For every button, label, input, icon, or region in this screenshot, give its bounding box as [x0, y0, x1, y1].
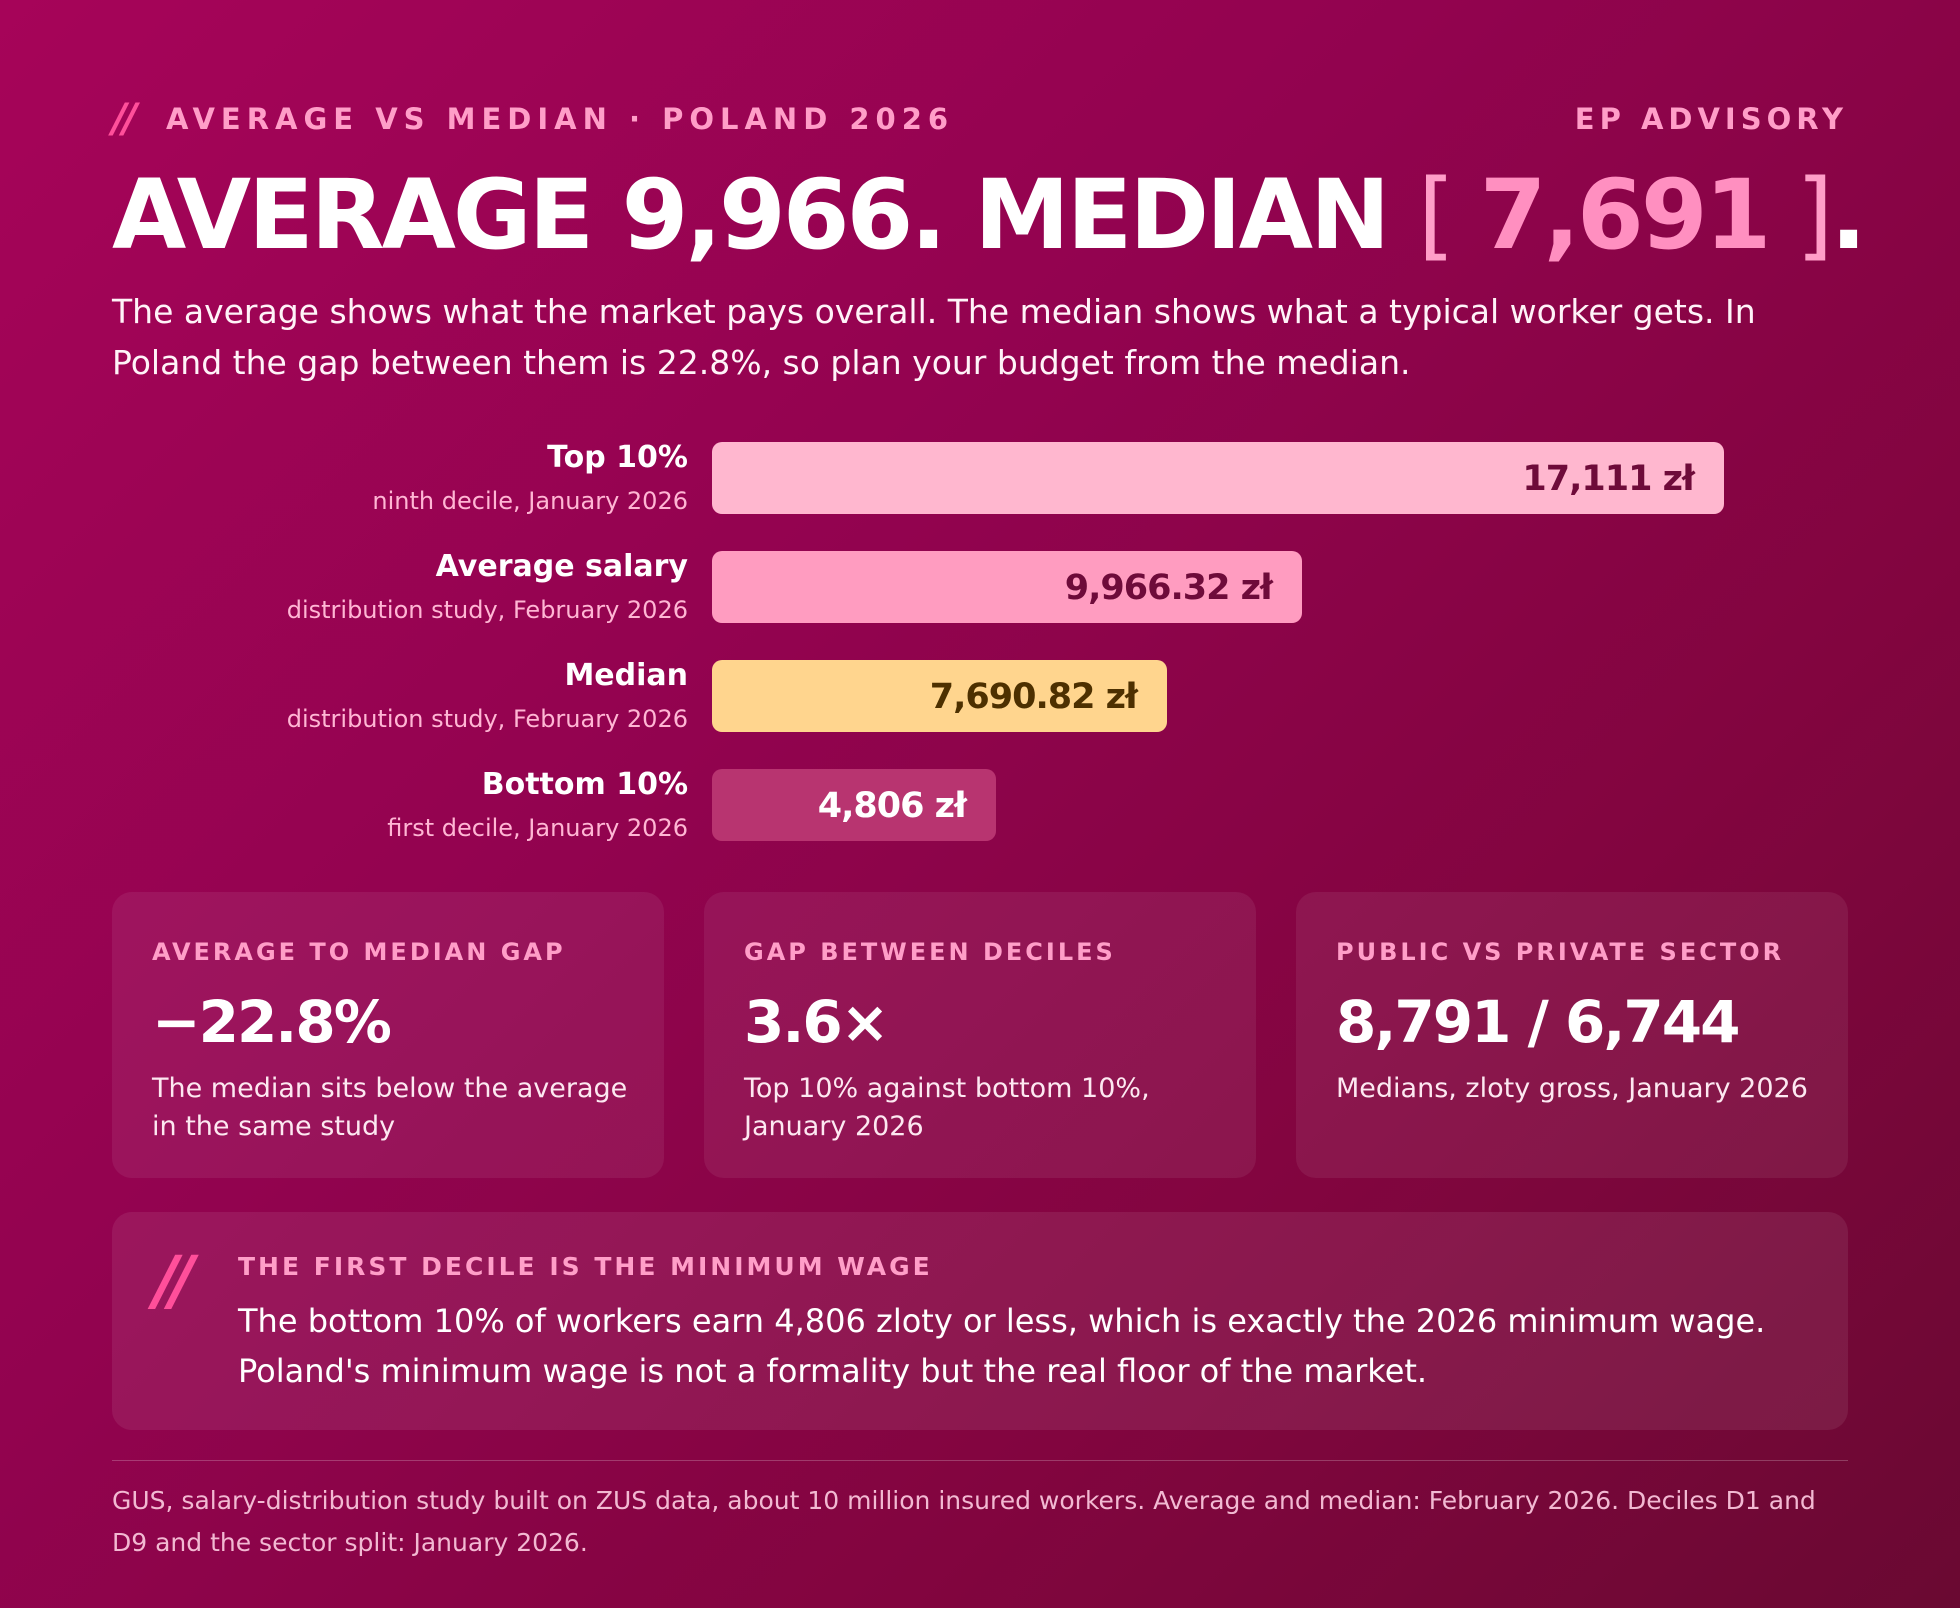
headline-period: . — [1830, 159, 1867, 271]
divider — [112, 1460, 1848, 1461]
headline-bracket-close: ] — [1768, 159, 1833, 271]
card-value: 3.6× — [744, 988, 889, 1056]
bar: 9,966.32 zł — [712, 551, 1302, 623]
bar-value-label: 7,690.82 zł — [929, 677, 1138, 717]
salary-bar-chart: Top 10% ninth decile, January 2026 17,111 … — [112, 440, 1848, 860]
card-note: The median sits below the average in the… — [152, 1073, 628, 1142]
slash-mark-icon: // — [112, 96, 137, 142]
card-label: AVERAGE TO MEDIAN GAP — [152, 938, 566, 966]
source-note: GUS, salary-distribution study built on … — [112, 1486, 1816, 1557]
bar-row: Top 10% ninth decile, January 2026 17,111 … — [112, 440, 1848, 515]
page-title: AVERAGE 9,966. MEDIAN [ 7,691 ]. — [112, 159, 1867, 271]
card-label: PUBLIC VS PRIVATE SECTOR — [1336, 938, 1785, 966]
card-value: 8,791 / 6,744 — [1336, 988, 1740, 1056]
card-note: Top 10% against bottom 10%, January 2026 — [744, 1073, 1150, 1142]
infographic: // AVERAGE VS MEDIAN · POLAND 2026 EP AD… — [112, 0, 1867, 1608]
lede-paragraph: The average shows what the market pays o… — [112, 292, 1756, 382]
bar: 17,111 zł — [712, 442, 1724, 514]
stat-card-median-gap: AVERAGE TO MEDIAN GAP −22.8% The median … — [112, 892, 664, 1178]
bar-row: Median distribution study, February 2026 7… — [112, 658, 1848, 733]
bar-value-label: 17,111 zł — [1522, 459, 1695, 499]
headline-bracket-open: [ — [1417, 159, 1480, 271]
headline-median-value: 7,691 — [1479, 159, 1772, 271]
bar-sublabel: distribution study, February 2026 — [286, 705, 688, 733]
card-label: GAP BETWEEN DECILES — [744, 938, 1116, 966]
bar-sublabel: distribution study, February 2026 — [286, 596, 688, 624]
bar: 4,806 zł — [712, 769, 996, 841]
bar-row: Average salary distribution study, Februa… — [112, 549, 1848, 624]
bar-sublabel: first decile, January 2026 — [387, 814, 688, 842]
bar-value-label: 4,806 zł — [817, 786, 967, 826]
bar-label: Median — [564, 658, 688, 693]
bar: 7,690.82 zł — [712, 660, 1167, 732]
bar-value-label: 9,966.32 zł — [1064, 568, 1273, 608]
headline-average: AVERAGE 9,966. MEDIAN — [112, 159, 1418, 271]
kicker: AVERAGE VS MEDIAN · POLAND 2026 — [166, 102, 955, 136]
bar-label: Top 10% — [547, 440, 688, 475]
bar-label: Bottom 10% — [481, 767, 688, 802]
slash-mark-icon: // — [154, 1242, 194, 1319]
stat-card-sector: PUBLIC VS PRIVATE SECTOR 8,791 / 6,744 M… — [1296, 892, 1848, 1178]
top-bar: // AVERAGE VS MEDIAN · POLAND 2026 EP AD… — [112, 96, 1848, 142]
card-note: Medians, zloty gross, January 2026 — [1336, 1073, 1808, 1104]
stat-card-decile-gap: GAP BETWEEN DECILES 3.6× Top 10% against… — [704, 892, 1256, 1178]
callout-title: THE FIRST DECILE IS THE MINIMUM WAGE — [238, 1252, 933, 1281]
brand-name: EP ADVISORY — [1574, 102, 1848, 136]
bar-label: Average salary — [435, 549, 688, 584]
card-value: −22.8% — [152, 988, 392, 1056]
callout-text: The bottom 10% of workers earn 4,806 zlo… — [238, 1302, 1766, 1390]
bar-sublabel: ninth decile, January 2026 — [372, 487, 688, 515]
bar-row: Bottom 10% first decile, January 2026 4,80… — [112, 767, 1848, 842]
callout-box: // THE FIRST DECILE IS THE MINIMUM WAGE … — [112, 1212, 1848, 1430]
